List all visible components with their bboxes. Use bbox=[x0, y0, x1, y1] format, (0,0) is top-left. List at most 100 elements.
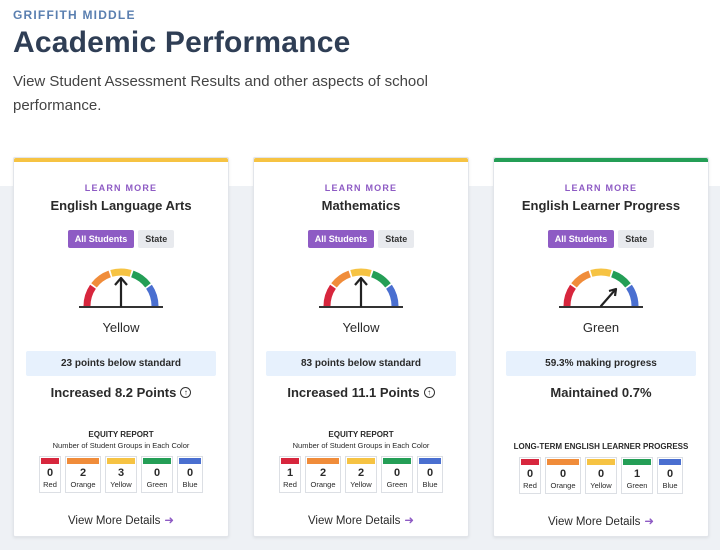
color-bar bbox=[587, 459, 615, 465]
view-more-label: View More Details bbox=[547, 516, 641, 528]
state-toggle[interactable]: State bbox=[378, 230, 415, 248]
group-color-label: Orange bbox=[550, 481, 576, 490]
group-count: 0 bbox=[426, 467, 434, 479]
group-count-boxes: 0 Red 2 Orange 3 Yellow 0 Green 0 Blue bbox=[14, 456, 228, 493]
group-box-orange: 2 Orange bbox=[305, 456, 341, 493]
all-students-toggle[interactable]: All Students bbox=[307, 230, 375, 248]
arrow-up-circle-icon: ↑ bbox=[180, 387, 192, 398]
color-bar bbox=[281, 458, 299, 464]
color-bar bbox=[67, 458, 99, 464]
card-title: English Learner Progress bbox=[521, 198, 681, 213]
group-box-green: 0 Green bbox=[141, 456, 173, 493]
learn-more-link[interactable]: LEARN MORE bbox=[564, 183, 638, 193]
performance-gauge bbox=[559, 268, 643, 308]
view-more-label: View More Details bbox=[307, 515, 401, 527]
group-count: 0 bbox=[46, 467, 54, 479]
group-color-label: Green bbox=[146, 480, 168, 489]
status-box: 59.3% making progress bbox=[506, 351, 696, 376]
group-box-yellow: 0 Yellow bbox=[585, 457, 617, 494]
all-students-toggle[interactable]: All Students bbox=[547, 230, 615, 248]
group-box-green: 0 Green bbox=[381, 456, 413, 493]
group-box-blue: 0 Blue bbox=[657, 457, 683, 494]
page-subtitle: View Student Assessment Results and othe… bbox=[13, 73, 428, 114]
view-more-details-link[interactable]: View More Details ➜ bbox=[14, 513, 228, 527]
group-box-yellow: 2 Yellow bbox=[345, 456, 377, 493]
performance-level: Yellow bbox=[102, 320, 140, 335]
group-count: 2 bbox=[79, 467, 87, 479]
color-bar bbox=[41, 458, 59, 464]
section-subtitle: Number of Student Groups in Each Color bbox=[52, 441, 190, 450]
card-top-bar bbox=[254, 158, 468, 162]
all-students-toggle[interactable]: All Students bbox=[67, 230, 135, 248]
change-text: Maintained 0.7% bbox=[494, 385, 708, 400]
color-bar bbox=[521, 459, 539, 465]
group-count: 0 bbox=[153, 467, 161, 479]
card-math: LEARN MORE Mathematics All Students State Ye… bbox=[253, 157, 469, 537]
group-count: 0 bbox=[666, 468, 674, 480]
group-box-yellow: 3 Yellow bbox=[105, 456, 137, 493]
group-box-blue: 0 Blue bbox=[177, 456, 203, 493]
color-bar bbox=[623, 459, 651, 465]
arrow-right-icon: ➜ bbox=[164, 515, 175, 527]
color-bar bbox=[107, 458, 135, 464]
group-color-label: Blue bbox=[182, 480, 198, 489]
group-box-blue: 0 Blue bbox=[417, 456, 443, 493]
group-color-label: Red bbox=[283, 480, 297, 489]
card-elp: LEARN MORE English Learner Progress All St… bbox=[493, 157, 709, 537]
change-text: Increased 8.2 Points ↑ bbox=[14, 385, 228, 400]
performance-level: Green bbox=[582, 320, 620, 335]
group-box-orange: 2 Orange bbox=[65, 456, 101, 493]
page-title: Academic Performance bbox=[13, 26, 351, 59]
group-box-green: 1 Green bbox=[621, 457, 653, 494]
student-group-toggle: All Students State bbox=[14, 230, 228, 248]
section-title: EQUITY REPORT bbox=[88, 430, 154, 439]
student-group-toggle: All Students State bbox=[494, 230, 708, 248]
group-count-boxes: 1 Red 2 Orange 2 Yellow 0 Green 0 Blue bbox=[254, 456, 468, 493]
group-count: 0 bbox=[526, 468, 534, 480]
group-box-red: 0 Red bbox=[39, 456, 61, 493]
group-count-boxes: 0 Red 0 Orange 0 Yellow 1 Green 0 Blue bbox=[494, 457, 708, 494]
color-bar bbox=[347, 458, 375, 464]
card-top-bar bbox=[494, 158, 708, 162]
card-title: Mathematics bbox=[321, 198, 401, 213]
group-count: 1 bbox=[633, 468, 641, 480]
group-color-label: Green bbox=[626, 481, 648, 490]
group-count: 0 bbox=[559, 468, 567, 480]
group-color-label: Yellow bbox=[350, 480, 372, 489]
performance-gauge bbox=[79, 268, 163, 308]
color-bar bbox=[547, 459, 579, 465]
card-title: English Language Arts bbox=[50, 198, 192, 213]
group-box-orange: 0 Orange bbox=[545, 457, 581, 494]
student-group-toggle: All Students State bbox=[254, 230, 468, 248]
color-bar bbox=[143, 458, 171, 464]
color-bar bbox=[179, 458, 201, 464]
group-count: 0 bbox=[393, 467, 401, 479]
view-more-label: View More Details bbox=[67, 515, 161, 527]
group-color-label: Orange bbox=[70, 480, 96, 489]
group-color-label: Orange bbox=[310, 480, 336, 489]
group-count: 0 bbox=[186, 467, 194, 479]
performance-gauge bbox=[319, 268, 403, 308]
group-color-label: Blue bbox=[422, 480, 438, 489]
color-bar bbox=[419, 458, 441, 464]
card-top-bar bbox=[14, 158, 228, 162]
state-toggle[interactable]: State bbox=[138, 230, 175, 248]
group-color-label: Yellow bbox=[590, 481, 612, 490]
change-value: Increased 11.1 Points bbox=[287, 385, 420, 400]
group-count: 2 bbox=[319, 467, 327, 479]
group-color-label: Blue bbox=[662, 481, 678, 490]
group-count: 3 bbox=[117, 467, 125, 479]
group-count: 2 bbox=[357, 467, 365, 479]
view-more-details-link[interactable]: View More Details ➜ bbox=[494, 514, 708, 528]
color-bar bbox=[307, 458, 339, 464]
view-more-details-link[interactable]: View More Details ➜ bbox=[254, 513, 468, 527]
learn-more-link[interactable]: LEARN MORE bbox=[84, 183, 158, 193]
section-title: LONG-TERM ENGLISH LEARNER PROGRESS bbox=[513, 442, 689, 451]
group-count: 0 bbox=[597, 468, 605, 480]
arrow-right-icon: ➜ bbox=[644, 516, 655, 528]
learn-more-link[interactable]: LEARN MORE bbox=[324, 183, 398, 193]
change-value: Increased 8.2 Points bbox=[50, 385, 177, 400]
section-title: EQUITY REPORT bbox=[328, 430, 394, 439]
change-text: Increased 11.1 Points ↑ bbox=[254, 385, 468, 400]
state-toggle[interactable]: State bbox=[618, 230, 655, 248]
